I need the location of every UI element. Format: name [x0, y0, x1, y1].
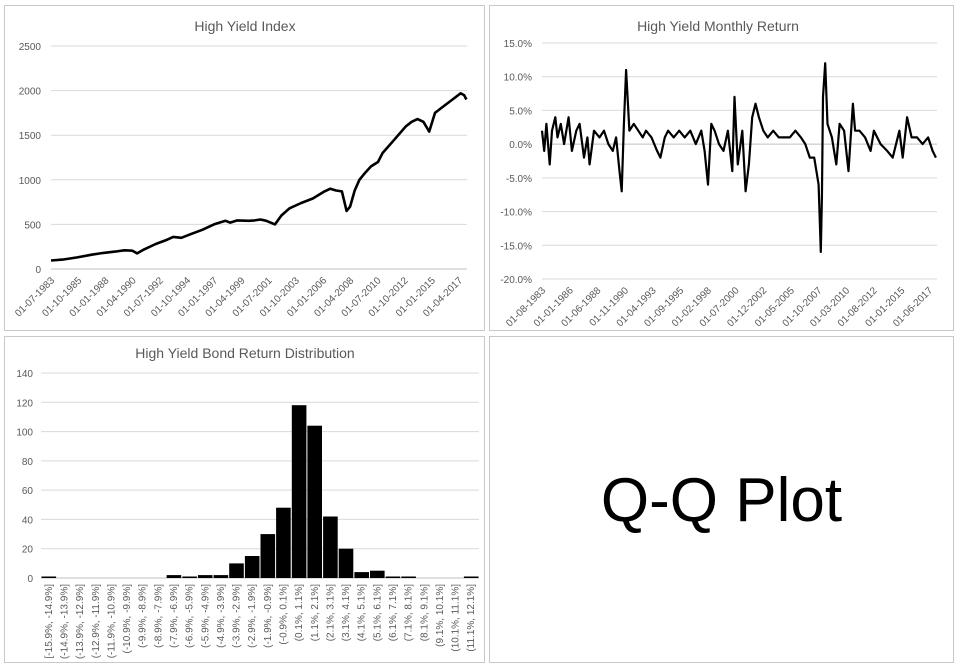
y-tick-label: -15.0% — [500, 241, 532, 252]
index-series-line — [50, 92, 468, 262]
x-tick-label: (-14.9%, -13.9%] — [60, 584, 71, 659]
x-tick-label: (8.1%, 9.1%] — [419, 584, 430, 641]
x-tick-label: (-0.9%, 0.1%] — [279, 584, 290, 645]
x-tick-label: (-3.9%, -2.9%] — [232, 584, 243, 648]
y-tick-label: 15.0% — [504, 39, 532, 50]
histogram-bar — [370, 570, 385, 578]
return-distribution-chart: High Yield Bond Return Distribution 0 20 4… — [16, 345, 479, 659]
x-tick-label: (-7.9%, -6.9%] — [169, 584, 180, 648]
y-tick-label: 10.0% — [504, 73, 532, 84]
y-tick-label: 2500 — [19, 42, 42, 53]
x-tick-label: (6.1%, 7.1%] — [388, 584, 399, 641]
y-tick-label: 0.0% — [509, 140, 532, 151]
x-tick-label: (-10.9%, -9.9%] — [122, 584, 133, 654]
histogram-bar — [244, 556, 260, 578]
x-tick-label: (-5.9%, -4.9%] — [200, 584, 211, 648]
y-tick-label: -20.0% — [500, 275, 532, 286]
histogram-bar — [229, 563, 244, 578]
y-tick-label: 40 — [22, 515, 34, 526]
x-tick-label: (-4.9%, -3.9%] — [216, 584, 227, 648]
x-tick-label: (-11.9%, -10.9%] — [106, 584, 117, 659]
y-tick-label: 0 — [27, 574, 33, 585]
x-tick-label: (10.1%, 11.1%] — [451, 584, 462, 652]
chart-title: High Yield Monthly Return — [637, 18, 799, 34]
x-tick-label: (0.1%, 1.1%] — [294, 584, 305, 641]
x-tick-label: (3.1%, 4.1%] — [341, 584, 352, 641]
histogram-bar — [338, 548, 354, 578]
x-tick-label: (-6.9%, -5.9%] — [185, 584, 196, 648]
y-tick-label: 20 — [22, 545, 34, 556]
histogram-bar — [385, 576, 401, 578]
y-tick-label: 140 — [16, 369, 33, 380]
x-tick-label: (5.1%, 6.1%] — [372, 584, 383, 641]
x-tick-label: (11.1%, 12.1%] — [466, 584, 477, 652]
x-tick-label: (9.1%, 10.1%] — [435, 584, 446, 647]
histogram-bar — [182, 576, 197, 578]
y-tick-label: 100 — [16, 428, 33, 439]
x-tick-label: (-12.9%, -11.9%] — [91, 584, 102, 659]
y-tick-label: 2000 — [19, 87, 42, 98]
x-tick-label: (-1.9%, -0.9%] — [263, 584, 274, 648]
x-tick-label: (1.1%, 2.1%] — [310, 584, 321, 641]
high-yield-index-panel: High Yield Index 0 500 1000 1500 2000 2500 01… — [4, 5, 485, 331]
monthly-return-panel: High Yield Monthly Return -20.0% -15.0% -1… — [489, 5, 954, 331]
y-tick-label: 60 — [22, 486, 34, 497]
histogram-bar — [323, 516, 338, 578]
x-tick-label: (7.1%, 8.1%] — [404, 584, 415, 641]
monthly-return-chart: High Yield Monthly Return -20.0% -15.0% -1… — [500, 18, 937, 329]
histogram-bar — [354, 572, 369, 578]
y-tick-label: 120 — [16, 398, 33, 409]
histogram-bar — [276, 507, 291, 578]
y-tick-label: 80 — [22, 457, 34, 468]
histogram-bar — [41, 576, 57, 578]
x-tick-label: [-15.9%, -14.9%] — [44, 584, 55, 659]
x-tick-label: (-9.9%, -8.9%] — [138, 584, 149, 648]
y-tick-label: 0 — [35, 265, 41, 276]
y-tick-label: -10.0% — [500, 208, 532, 219]
histogram-bar — [197, 575, 213, 578]
y-tick-label: 1000 — [19, 176, 42, 187]
monthly-return-series-line — [540, 62, 937, 254]
chart-title: High Yield Bond Return Distribution — [135, 345, 354, 361]
histogram-bar — [213, 575, 229, 578]
x-tick-label: (2.1%, 3.1%] — [325, 584, 336, 641]
x-tick-label: (-13.9%, -12.9%] — [75, 584, 86, 659]
y-tick-label: 5.0% — [509, 106, 532, 117]
qq-plot-label: Q-Q Plot — [600, 466, 843, 535]
histogram-bar — [463, 576, 479, 578]
x-tick-label: (-8.9%, -7.9%] — [153, 584, 164, 648]
qq-plot-panel: Q-Q Plot — [489, 336, 954, 663]
histogram-bar — [307, 425, 322, 578]
return-distribution-panel: High Yield Bond Return Distribution 0 20 4… — [4, 336, 485, 663]
chart-title: High Yield Index — [194, 18, 295, 34]
y-tick-label: 500 — [24, 220, 41, 231]
histogram-bar — [260, 534, 276, 578]
x-tick-label: (4.1%, 5.1%] — [357, 584, 368, 641]
histogram-bar — [291, 405, 307, 578]
histogram-bar — [166, 575, 182, 578]
y-tick-label: 1500 — [19, 131, 42, 142]
x-tick-label: (-2.9%, -1.9%] — [247, 584, 258, 648]
histogram-bar — [401, 576, 416, 578]
y-tick-label: -5.0% — [506, 174, 532, 185]
